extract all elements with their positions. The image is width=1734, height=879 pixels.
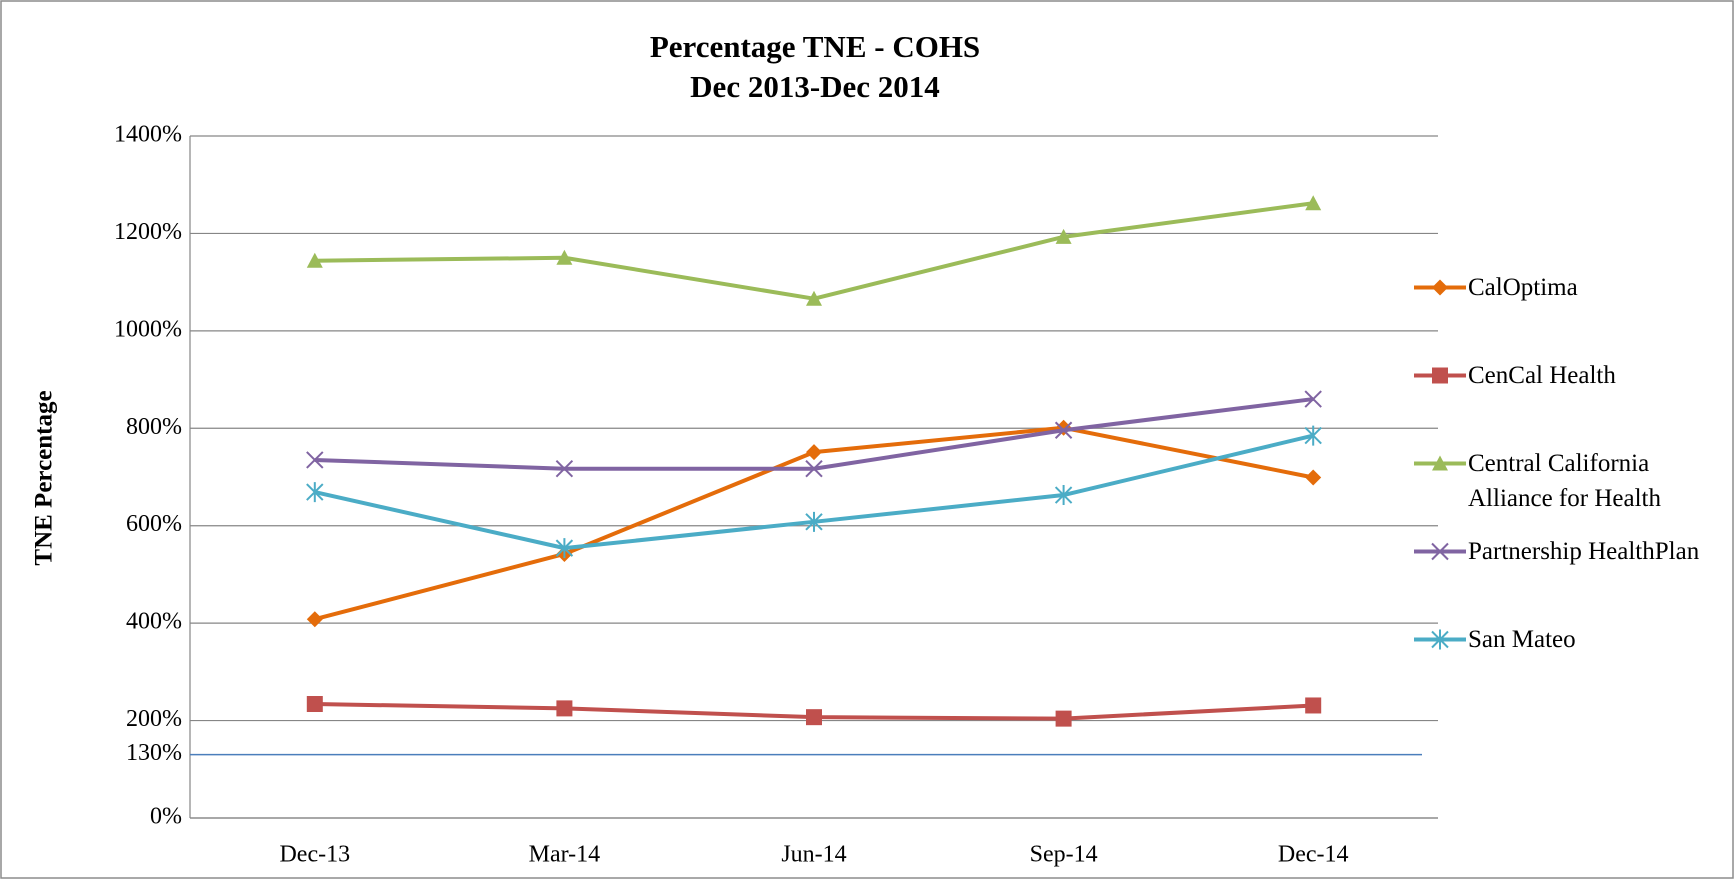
legend-marker	[1432, 367, 1448, 384]
marker	[306, 482, 324, 503]
y-tick-label: 1200%	[114, 219, 182, 245]
marker	[1055, 228, 1072, 244]
x-tick-label: Jun-14	[781, 842, 846, 868]
y-tick-label: 1000%	[114, 316, 182, 342]
y-axis-label: TNE Percentage	[31, 390, 58, 565]
legend-label: CenCal Health	[1468, 362, 1616, 389]
marker	[306, 451, 324, 469]
marker	[555, 460, 574, 478]
legend-icon	[1414, 279, 1466, 296]
legend-marker	[1432, 455, 1448, 471]
legend-entry: Central California Alliance for Health	[1412, 446, 1718, 516]
marker	[556, 700, 573, 717]
legend-marker	[1431, 629, 1449, 650]
y-tick-label: 0%	[150, 804, 182, 830]
marker	[1054, 485, 1073, 506]
legend-entry: CenCal Health	[1412, 358, 1718, 393]
marker	[1305, 697, 1322, 714]
legend-label: Partnership HealthPlan	[1468, 538, 1700, 565]
reference-label: 130%	[126, 740, 182, 766]
marker	[805, 460, 823, 478]
x-tick-label: Sep-14	[1030, 842, 1098, 868]
legend-icon	[1414, 629, 1466, 650]
marker	[805, 511, 823, 532]
marker	[1054, 421, 1073, 439]
marker	[1305, 195, 1322, 211]
marker	[306, 611, 323, 628]
legend-label: Central California Alliance for Health	[1468, 450, 1661, 512]
legend-label: CalOptima	[1468, 274, 1578, 301]
x-tick-label: Dec-14	[1278, 842, 1349, 868]
y-tick-label: 200%	[126, 706, 182, 732]
legend-marker	[1432, 279, 1448, 296]
marker	[1304, 425, 1322, 446]
legend-marker	[1431, 542, 1449, 561]
y-tick-label: 400%	[126, 609, 182, 635]
marker	[1055, 710, 1072, 727]
chart-subtitle: Dec 2013-Dec 2014	[690, 69, 940, 104]
marker	[806, 444, 822, 461]
marker	[306, 696, 323, 713]
y-tick-label: 800%	[126, 414, 182, 440]
y-tick-label: 1400%	[114, 122, 182, 148]
marker	[555, 538, 574, 559]
x-tick-label: Dec-13	[279, 842, 350, 868]
legend-entry: CalOptima	[1412, 270, 1718, 305]
y-tick-label: 600%	[126, 511, 182, 537]
legend-icon	[1414, 367, 1466, 384]
marker	[806, 709, 822, 726]
marker	[806, 290, 822, 306]
marker	[1304, 390, 1322, 408]
chart-title: Percentage TNE - COHS	[650, 29, 980, 64]
marker	[556, 249, 573, 265]
x-tick-label: Mar-14	[529, 842, 601, 868]
legend-entry: San Mateo	[1412, 622, 1718, 657]
legend-icon	[1414, 542, 1466, 561]
legend-label: San Mateo	[1468, 626, 1576, 653]
legend-icon	[1414, 455, 1466, 471]
marker	[1305, 469, 1322, 486]
legend-entry: Partnership HealthPlan	[1412, 534, 1718, 569]
marker	[306, 252, 323, 268]
